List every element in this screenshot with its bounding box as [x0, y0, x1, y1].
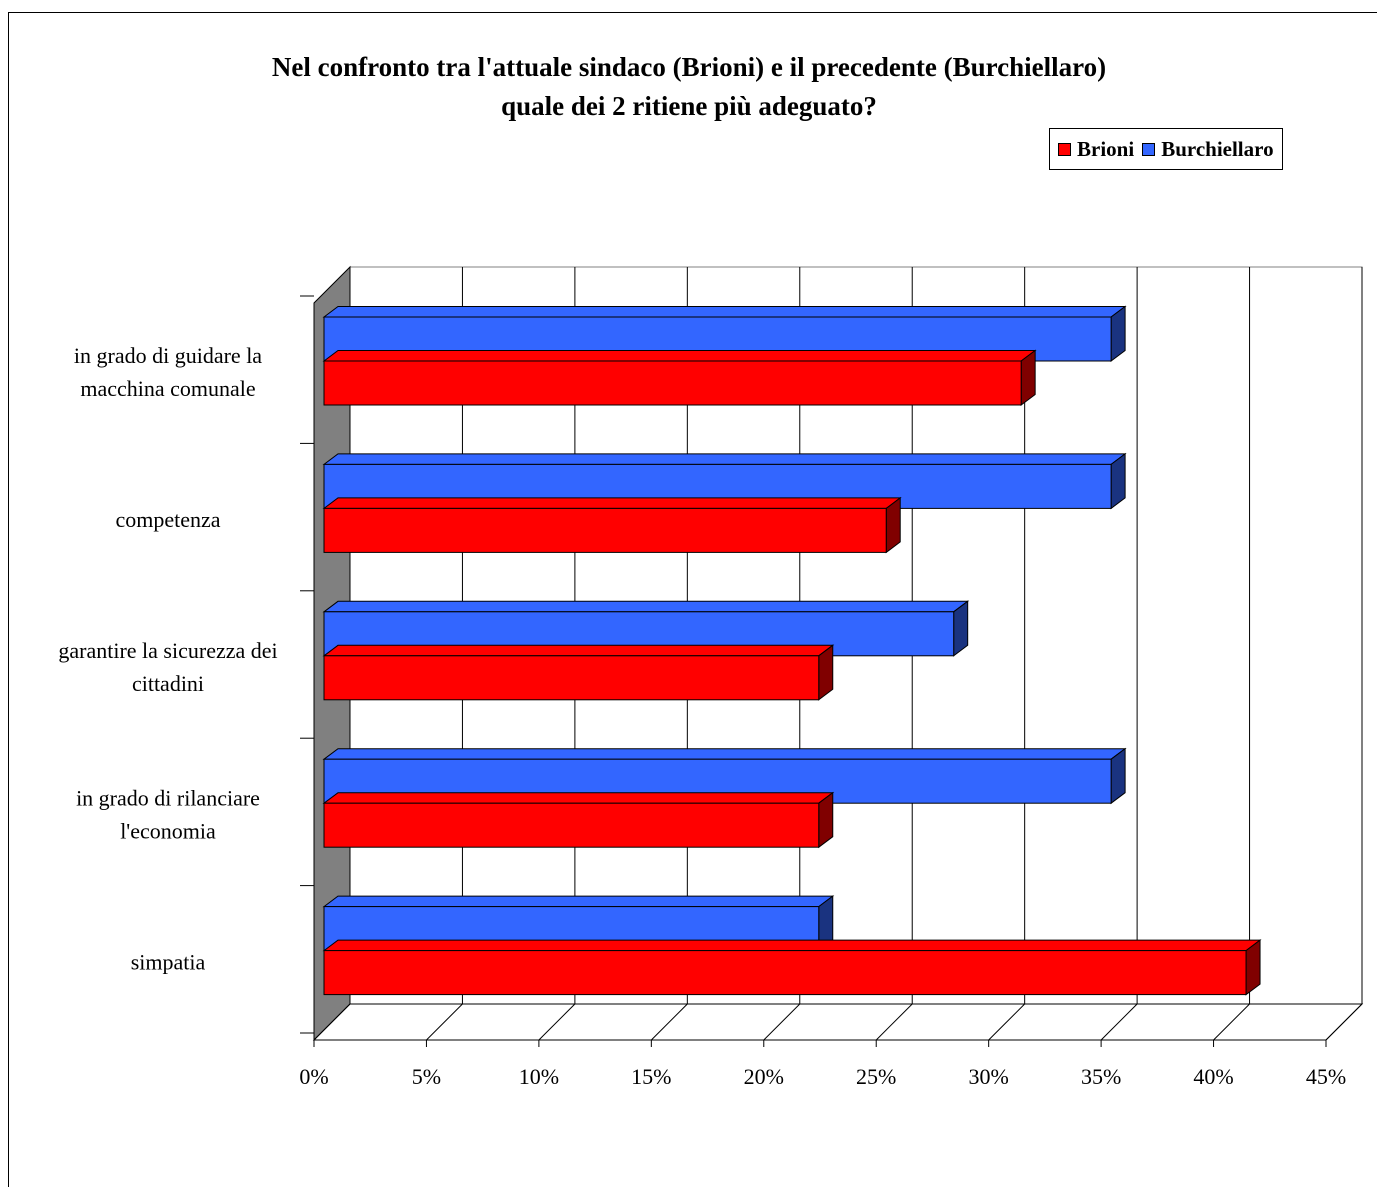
bar-top-burchiellaro: [322, 600, 970, 613]
bar-top-burchiellaro: [322, 306, 1127, 318]
floor-gridline: [988, 1003, 1026, 1041]
bar-brioni: [323, 802, 820, 848]
category-label: l'economia: [120, 818, 216, 843]
category-label: macchina comunale: [80, 376, 255, 401]
floor-gridline: [313, 1003, 351, 1041]
category-label: cittadini: [132, 671, 204, 696]
floor-gridline: [1213, 1003, 1250, 1041]
x-tick-label: 5%: [412, 1064, 441, 1089]
legend-item-brioni: Brioni: [1058, 137, 1134, 162]
x-tick-label: 10%: [519, 1064, 559, 1089]
chart-title-line-1: Nel confronto tra l'attuale sindaco (Bri…: [271, 52, 1107, 82]
legend-item-burchiellaro: Burchiellaro: [1142, 136, 1274, 162]
x-tick-label: 20%: [744, 1064, 784, 1089]
category-label: in grado di guidare la: [74, 343, 262, 368]
category-label: garantire la sicurezza dei: [58, 638, 277, 663]
floor-gridline: [1100, 1003, 1138, 1041]
category-label: in grado di rilanciare: [76, 785, 260, 810]
x-tick-label: 45%: [1306, 1064, 1346, 1089]
legend: Brioni Burchiellaro: [1049, 128, 1283, 170]
legend-label-burchiellaro: Burchiellaro: [1161, 136, 1274, 161]
chart-frame: [8, 12, 1377, 1187]
floor-gridline: [1325, 1003, 1363, 1041]
bar-top-brioni: [322, 497, 902, 509]
floor-gridline: [763, 1003, 801, 1041]
category-label: simpatia: [131, 949, 206, 974]
bar-top-burchiellaro: [322, 895, 835, 908]
legend-label-brioni: Brioni: [1077, 136, 1135, 161]
floor: [312, 1003, 1364, 1041]
floor-gridline: [538, 1003, 576, 1041]
floor-gridline: [875, 1003, 913, 1041]
x-tick-label: 35%: [1081, 1064, 1121, 1089]
legend-swatch-burchiellaro: [1142, 142, 1156, 156]
bar-top-brioni: [322, 792, 835, 804]
bar-brioni: [323, 655, 820, 701]
bar-top-brioni: [322, 350, 1037, 362]
bar-top-burchiellaro: [322, 748, 1127, 760]
chart-title: Nel confronto tra l'attuale sindaco (Bri…: [0, 48, 1378, 126]
bar-top-burchiellaro: [322, 453, 1127, 465]
bar-top-brioni: [322, 939, 1262, 952]
legend-swatch-brioni: [1058, 142, 1071, 156]
bar-brioni: [323, 950, 1247, 996]
x-tick-label: 40%: [1193, 1064, 1233, 1089]
x-tick-label: 30%: [969, 1064, 1009, 1089]
x-tick-label: 25%: [856, 1064, 896, 1089]
category-label: competenza: [115, 507, 220, 532]
bar-brioni: [323, 507, 887, 553]
x-tick-label: 0%: [299, 1064, 328, 1089]
bar-brioni: [323, 360, 1022, 406]
floor-gridline: [426, 1003, 463, 1041]
bar-top-brioni: [322, 644, 835, 657]
x-tick-label: 15%: [631, 1064, 671, 1089]
chart-title-line-2: quale dei 2 ritiene più adeguato?: [501, 91, 877, 121]
floor-gridline: [650, 1003, 688, 1041]
